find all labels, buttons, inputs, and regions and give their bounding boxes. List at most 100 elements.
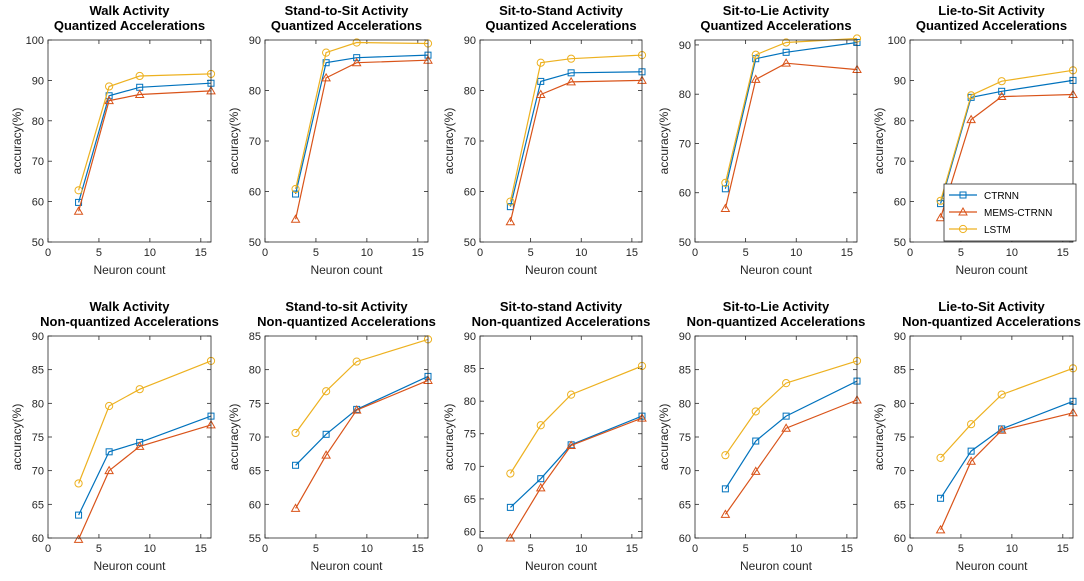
data-point	[506, 197, 515, 206]
data-point	[566, 76, 576, 86]
series-lstm	[506, 51, 647, 206]
y-tick-label: 50	[894, 237, 906, 249]
x-axis-label: Neuron count	[310, 559, 383, 573]
data-point	[291, 428, 300, 438]
x-axis-label: Neuron count	[955, 263, 1028, 277]
y-tick-label: 90	[249, 35, 261, 47]
axes-box	[264, 335, 429, 539]
y-tick-label: 90	[679, 331, 691, 343]
series-line	[509, 415, 643, 508]
series-line	[295, 375, 429, 466]
data-point	[506, 503, 514, 511]
y-tick-label: 80	[464, 396, 476, 408]
x-tick-label: 5	[958, 543, 964, 555]
data-point	[321, 450, 331, 459]
x-tick-label: 15	[412, 247, 424, 259]
data-point	[537, 475, 545, 483]
series-mems	[935, 407, 1078, 534]
y-tick-label: 60	[894, 533, 906, 545]
x-tick-label: 10	[144, 543, 156, 555]
series-line	[724, 41, 858, 189]
y-tick-label: 50	[464, 237, 476, 249]
data-point	[782, 379, 791, 388]
plot-area	[265, 40, 428, 242]
x-axis-label: Neuron count	[740, 559, 813, 573]
chart-title: Stand-to-sit Activity	[285, 299, 408, 314]
chart-subtitle: Quantized Accelerations	[271, 18, 422, 33]
x-axis-label: Neuron count	[955, 559, 1028, 573]
x-tick-label: 15	[841, 247, 853, 259]
series-line	[78, 82, 212, 203]
y-tick-label: 60	[249, 187, 261, 199]
y-axis-label: accuracy(%)	[10, 404, 24, 471]
data-point	[750, 466, 761, 475]
y-tick-label: 70	[249, 432, 261, 444]
legend-marker	[958, 224, 968, 234]
x-axis-label: Neuron count	[93, 263, 166, 277]
series-line	[940, 69, 1074, 201]
y-tick-label: 75	[679, 432, 691, 444]
y-axis-label: accuracy(%)	[657, 404, 671, 471]
y-axis-label: accuracy(%)	[872, 404, 886, 471]
data-point	[721, 451, 730, 460]
data-point	[73, 206, 84, 215]
y-tick-label: 60	[894, 197, 906, 209]
x-tick-label: 0	[477, 247, 483, 259]
data-point	[352, 38, 361, 47]
x-tick-label: 0	[907, 543, 913, 555]
axes-box	[264, 39, 429, 243]
x-tick-label: 10	[575, 247, 587, 259]
series-line	[78, 90, 212, 212]
y-tick-label: 70	[464, 136, 476, 148]
series-mems	[73, 419, 216, 543]
y-tick-label: 70	[679, 138, 691, 150]
x-tick-label: 5	[743, 543, 749, 555]
y-tick-label: 70	[464, 461, 476, 473]
series-line	[295, 54, 429, 195]
data-point	[352, 357, 361, 366]
series-line	[940, 367, 1074, 459]
series-line	[724, 360, 858, 456]
x-axis-label: Neuron count	[525, 559, 598, 573]
series-line	[509, 79, 643, 222]
y-tick-label: 70	[32, 156, 44, 168]
series-line	[509, 71, 643, 207]
x-tick-label: 15	[195, 543, 207, 555]
series-line	[78, 424, 212, 540]
series-mems	[73, 85, 216, 215]
y-tick-label: 90	[894, 75, 906, 87]
data-point	[751, 50, 760, 59]
data-point	[104, 95, 114, 105]
series-ctrnn	[506, 412, 646, 511]
data-point	[290, 214, 301, 223]
series-line	[724, 62, 858, 209]
x-tick-label: 0	[907, 247, 913, 259]
plot-area	[695, 336, 857, 538]
series-line	[295, 59, 429, 220]
x-tick-label: 5	[313, 247, 319, 259]
y-tick-label: 85	[679, 365, 691, 377]
y-tick-label: 70	[894, 466, 906, 478]
data-point	[567, 54, 576, 63]
data-point	[966, 114, 976, 124]
x-tick-label: 5	[743, 247, 749, 259]
y-tick-label: 80	[464, 86, 476, 98]
series-lstm	[74, 356, 216, 488]
series-line	[940, 400, 1074, 499]
y-tick-label: 70	[32, 466, 44, 478]
legend: CTRNN MEMS-CTRNN LSTM	[943, 183, 1077, 242]
data-point	[535, 482, 546, 492]
y-tick-label: 75	[249, 398, 261, 410]
legend-entry-ctrnn: CTRNN	[949, 191, 1019, 202]
series-line	[724, 380, 858, 490]
y-axis-label: accuracy(%)	[442, 108, 456, 175]
x-tick-label: 0	[477, 543, 483, 555]
x-tick-label: 10	[1006, 543, 1018, 555]
y-tick-label: 80	[32, 116, 44, 128]
data-point	[505, 532, 516, 542]
series-line	[295, 41, 429, 190]
y-tick-label: 50	[679, 237, 691, 249]
